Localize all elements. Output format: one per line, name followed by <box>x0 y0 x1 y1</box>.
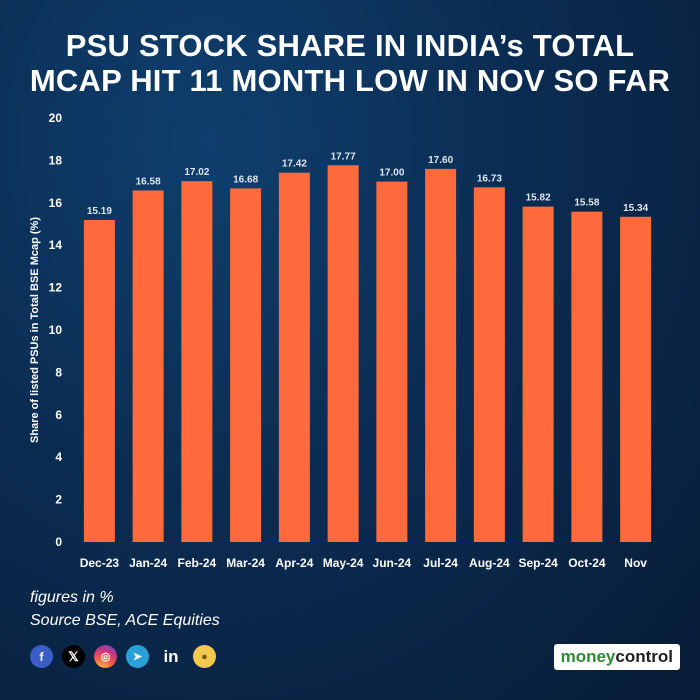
y-tick-label: 0 <box>55 535 62 549</box>
koo-icon[interactable]: ● <box>193 645 216 668</box>
x-tick-label: Oct-24 <box>568 556 606 570</box>
brand-part-control: control <box>615 647 673 666</box>
x-tick-label: Nov <box>624 556 647 570</box>
value-label: 17.60 <box>428 155 453 166</box>
value-label: 15.34 <box>623 203 648 214</box>
bar-nov <box>620 216 652 543</box>
chart-title-line-2: MCAP HIT 11 MONTH LOW IN NOV SO FAR <box>29 63 671 98</box>
bar-apr-24 <box>278 172 310 543</box>
social-links: f 𝕏 ◎ ➤ in ● <box>30 645 216 668</box>
y-tick-label: 2 <box>55 493 62 507</box>
value-label: 15.58 <box>574 198 599 209</box>
x-tick-label: Apr-24 <box>275 556 313 570</box>
bar-jul-24 <box>425 168 457 542</box>
facebook-icon[interactable]: f <box>30 645 53 668</box>
value-label: 17.02 <box>184 167 209 178</box>
y-tick-label: 12 <box>49 281 63 295</box>
bar-dec-23 <box>83 219 115 543</box>
x-tick-label: Sep-24 <box>518 556 558 570</box>
x-tick-label: Mar-24 <box>226 556 265 570</box>
x-tick-label: May-24 <box>323 556 364 570</box>
instagram-icon[interactable]: ◎ <box>94 645 117 668</box>
value-label: 17.42 <box>282 159 307 170</box>
linkedin-icon[interactable]: in <box>163 646 179 666</box>
value-label: 15.82 <box>526 193 551 204</box>
units-note: figures in % <box>30 589 114 606</box>
bar-mar-24 <box>230 188 262 542</box>
source-note: Source BSE, ACE Equities <box>30 612 220 629</box>
x-tick-label: Jan-24 <box>129 556 167 570</box>
bar-oct-24 <box>571 211 603 543</box>
bar-jun-24 <box>376 181 408 542</box>
y-tick-label: 6 <box>55 408 62 422</box>
chart-title: PSU STOCK SHARE IN INDIA’s TOTAL MCAP HI… <box>0 28 700 98</box>
brand-part-money: money <box>560 647 616 666</box>
moneycontrol-logo[interactable]: moneycontrol <box>553 644 680 670</box>
value-label: 17.77 <box>331 151 356 162</box>
telegram-icon[interactable]: ➤ <box>126 645 149 668</box>
y-tick-label: 8 <box>55 365 62 379</box>
value-label: 16.58 <box>136 177 161 188</box>
y-axis-label: Share of listed PSUs in Total BSE Mcap (… <box>29 217 41 443</box>
x-icon[interactable]: 𝕏 <box>62 645 85 668</box>
y-tick-label: 20 <box>49 111 63 125</box>
y-tick-label: 14 <box>49 238 63 252</box>
chart-notes: figures in % Source BSE, ACE Equities <box>30 586 220 632</box>
y-tick-label: 10 <box>49 323 63 337</box>
value-label: 16.73 <box>477 173 502 184</box>
x-tick-label: Dec-23 <box>80 556 120 570</box>
y-tick-label: 4 <box>55 450 62 464</box>
bar-sep-24 <box>522 206 554 542</box>
bar-may-24 <box>327 165 359 542</box>
chart-title-line-1: PSU STOCK SHARE IN INDIA’s TOTAL <box>65 28 635 63</box>
x-tick-label: Jun-24 <box>373 556 412 570</box>
y-tick-label: 18 <box>49 153 63 167</box>
y-tick-label: 16 <box>49 196 63 210</box>
x-tick-label: Jul-24 <box>423 556 458 570</box>
x-tick-label: Aug-24 <box>469 556 510 570</box>
value-label: 17.00 <box>379 168 404 179</box>
x-tick-label: Feb-24 <box>178 556 217 570</box>
bar-feb-24 <box>181 181 213 542</box>
value-label: 16.68 <box>233 174 258 185</box>
bar-jan-24 <box>132 190 164 542</box>
bar-aug-24 <box>473 187 505 542</box>
value-label: 15.19 <box>87 206 112 217</box>
